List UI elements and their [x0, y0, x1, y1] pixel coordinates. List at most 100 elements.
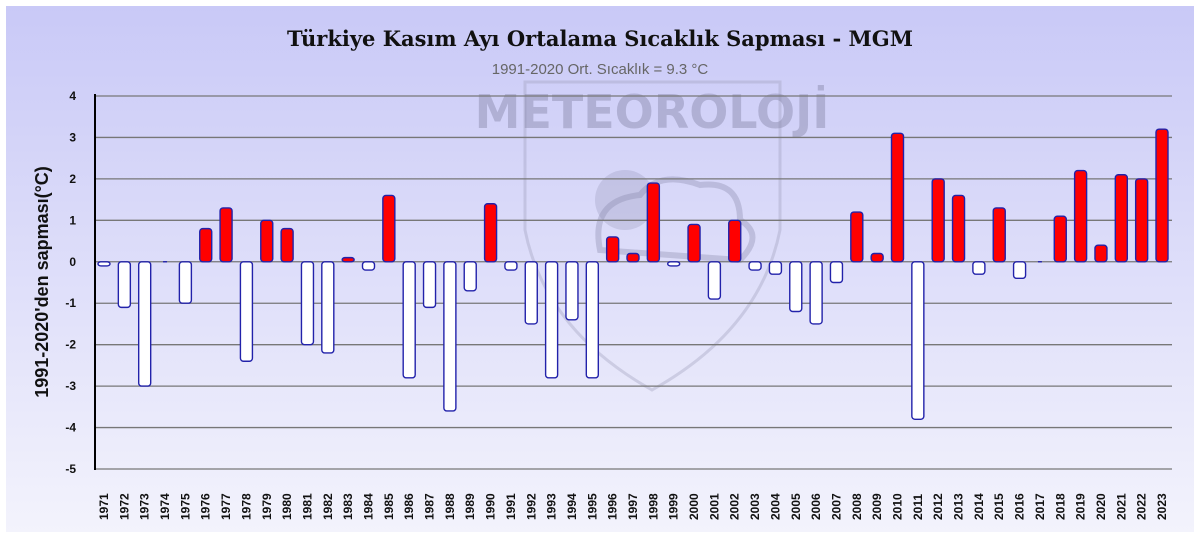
- x-tick-label: 2016: [1013, 493, 1027, 520]
- bar-1988: [443, 261, 457, 412]
- x-tick-label: 2003: [748, 493, 762, 520]
- y-tick-label: -3: [65, 379, 76, 393]
- bar-1978: [239, 261, 254, 362]
- x-tick-label: 1994: [565, 493, 579, 520]
- x-tick-label: 2012: [931, 493, 945, 520]
- bar-2014: [972, 261, 986, 275]
- bar-2018: [1053, 215, 1067, 263]
- bar-2006: [809, 261, 823, 325]
- x-tick-label: 1993: [545, 493, 559, 520]
- bar-2020: [1094, 244, 1108, 263]
- x-tick-label: 1991: [504, 493, 518, 520]
- x-tick-label: 2023: [1155, 493, 1169, 520]
- bar-1972: [117, 261, 132, 309]
- x-tick-label: 1980: [280, 493, 294, 520]
- bar-2015: [992, 207, 1006, 263]
- x-tick-label: 1978: [239, 493, 253, 520]
- y-tick-label: -4: [65, 421, 76, 435]
- bar-2008: [850, 211, 864, 263]
- x-tick-label: 2015: [992, 493, 1006, 520]
- x-tick-label: 1974: [158, 493, 172, 520]
- x-tick-label: 2006: [809, 493, 823, 520]
- x-tick-label: 2011: [911, 494, 925, 520]
- x-tick-label: 2004: [768, 493, 782, 520]
- x-tick-label: 1990: [484, 493, 498, 520]
- x-tick-label: 2019: [1074, 493, 1088, 520]
- x-tick-label: 1983: [341, 493, 355, 520]
- x-tick-label: 2022: [1135, 493, 1149, 520]
- x-tick-label: 2002: [728, 493, 742, 520]
- bar-1999: [666, 261, 681, 267]
- x-tick-label: 1989: [463, 493, 477, 520]
- x-tick-label: 2017: [1033, 493, 1047, 520]
- bar-2002: [728, 219, 742, 263]
- y-tick-label: -2: [65, 338, 76, 352]
- bar-1976: [199, 227, 213, 263]
- meteoroloji-watermark: METEOROLOJİ: [475, 80, 830, 392]
- y-tick-label: 0: [69, 255, 76, 269]
- bar-2007: [829, 261, 844, 284]
- bar-1975: [178, 261, 193, 304]
- x-tick-label: 1995: [585, 493, 599, 520]
- x-tick-label: 2009: [870, 493, 884, 520]
- bar-2019: [1073, 169, 1088, 263]
- x-tick-label: 2007: [829, 493, 843, 520]
- x-tick-label: 2000: [687, 493, 701, 520]
- x-tick-label: 1979: [260, 493, 274, 520]
- bar-2021: [1114, 174, 1129, 263]
- x-tick-label: 1972: [117, 493, 131, 520]
- x-tick-label: 1987: [423, 493, 437, 520]
- x-tick-label: 1988: [443, 493, 457, 520]
- watermark-text: METEOROLOJİ: [475, 85, 830, 139]
- bar-2011: [911, 261, 925, 420]
- bar-2016: [1012, 261, 1027, 280]
- chart-background: [6, 6, 1194, 532]
- bar-1982: [321, 261, 335, 354]
- y-tick-label: 2: [69, 172, 76, 186]
- bar-1995: [585, 261, 600, 379]
- x-tick-label: 2001: [707, 493, 721, 520]
- bar-1996: [605, 236, 620, 263]
- x-tick-label: 2021: [1114, 493, 1128, 520]
- bar-2005: [789, 261, 803, 313]
- bar-1991: [504, 261, 518, 271]
- x-tick-label: 1971: [97, 493, 111, 520]
- x-tick-label: 1986: [402, 493, 416, 520]
- y-tick-label: 4: [69, 89, 76, 103]
- bar-2000: [687, 223, 701, 263]
- x-tick-label: 1998: [646, 493, 660, 520]
- bar-1990: [483, 203, 498, 263]
- bar-1985: [382, 194, 396, 263]
- bar-1980: [280, 227, 294, 263]
- x-tick-label: 1996: [606, 493, 620, 520]
- bar-1998: [646, 182, 661, 263]
- y-tick-label: 1: [69, 213, 76, 227]
- bar-2012: [931, 178, 945, 263]
- bar-1981: [300, 261, 315, 346]
- bar-2023: [1155, 128, 1169, 263]
- bar-1983: [341, 256, 355, 263]
- bar-1997: [626, 252, 640, 263]
- x-tick-label: 1992: [524, 493, 538, 520]
- chart-title: Türkiye Kasım Ayı Ortalama Sıcaklık Sapm…: [287, 26, 913, 51]
- x-tick-label: 2013: [952, 493, 966, 520]
- bar-1994: [565, 261, 579, 321]
- x-tick-label: 1997: [626, 493, 640, 520]
- bar-2001: [707, 261, 722, 300]
- bar-1979: [260, 219, 274, 263]
- bar-1986: [402, 261, 416, 379]
- bar-2010: [890, 132, 905, 263]
- y-tick-label: -1: [65, 296, 76, 310]
- y-tick-label: 3: [69, 130, 76, 144]
- bar-1973: [137, 261, 152, 387]
- bar-2003: [748, 261, 762, 271]
- x-tick-label: 2010: [891, 493, 905, 520]
- x-tick-label: 1973: [138, 493, 152, 520]
- x-tick-label: 1977: [219, 493, 233, 520]
- bar-2022: [1134, 178, 1149, 263]
- x-tick-label: 2005: [789, 493, 803, 520]
- y-tick-label: -5: [65, 462, 76, 476]
- x-tick-label: 2020: [1094, 493, 1108, 520]
- bar-1989: [463, 261, 477, 292]
